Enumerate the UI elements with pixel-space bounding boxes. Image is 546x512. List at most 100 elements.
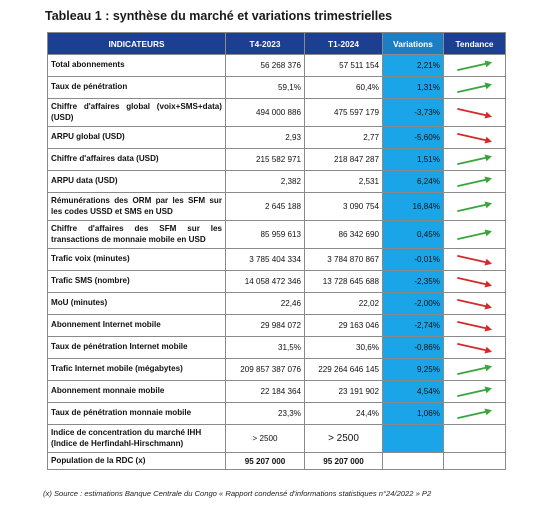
table-title: Tableau 1 : synthèse du marché et variat… <box>45 9 393 23</box>
trend-down-arrow-icon <box>456 132 492 143</box>
trend-down-arrow-icon <box>456 254 492 265</box>
indicator-label: Abonnement Internet mobile <box>47 314 226 337</box>
trend-up-arrow-icon <box>456 60 492 71</box>
table-row: Trafic SMS (nombre) 14 058 472 346 13 728 … <box>47 270 506 293</box>
indicator-label: Total abonnements <box>47 54 226 77</box>
t1-2024-value: 29 163 046 <box>304 314 383 337</box>
header-variations: Variations <box>382 32 444 55</box>
trend-up-arrow-icon <box>456 229 492 240</box>
table-row: Chiffre d'affaires data (USD) 215 582 971… <box>47 148 506 171</box>
t4-2023-value: 59,1% <box>225 76 305 99</box>
population-trend <box>443 452 506 470</box>
indicator-label: Trafic SMS (nombre) <box>47 270 226 293</box>
header-indicators: INDICATEURS <box>47 32 226 55</box>
ihh-variation <box>382 424 444 453</box>
trend-cell <box>443 292 506 315</box>
t4-2023-value: 29 984 072 <box>225 314 305 337</box>
t1-2024-value: 475 597 179 <box>304 98 383 127</box>
indicator-label: Trafic voix (minutes) <box>47 248 226 271</box>
indicator-label: Taux de pénétration Internet mobile <box>47 336 226 359</box>
t4-2023-value: 2,382 <box>225 170 305 193</box>
table-body: Total abonnements 56 268 376 57 511 154 2,2… <box>47 54 506 470</box>
population-variation <box>382 452 444 470</box>
t4-2023-value: 22 184 364 <box>225 380 305 403</box>
variation-value: 0,45% <box>382 220 444 249</box>
trend-up-arrow-icon <box>456 364 492 375</box>
trend-cell <box>443 402 506 425</box>
indicator-label: Rémunérations des ORM par les SFM sur le… <box>47 192 226 221</box>
table-row: Abonnement monnaie mobile 22 184 364 23 19… <box>47 380 506 403</box>
variation-value: -2,74% <box>382 314 444 337</box>
trend-cell <box>443 358 506 381</box>
trend-cell <box>443 336 506 359</box>
trend-down-arrow-icon <box>456 276 492 287</box>
indicator-label: Chiffre d'affaires data (USD) <box>47 148 226 171</box>
t1-2024-value: 24,4% <box>304 402 383 425</box>
header-tendance: Tendance <box>443 32 506 55</box>
trend-cell <box>443 270 506 293</box>
trend-cell <box>443 98 506 127</box>
population-t4: 95 207 000 <box>225 452 305 470</box>
header-t4-2023: T4-2023 <box>225 32 305 55</box>
t1-2024-value: 23 191 902 <box>304 380 383 403</box>
table-row-population: Population de la RDC (x) 95 207 000 95 2… <box>47 452 506 470</box>
t4-2023-value: 2,93 <box>225 126 305 149</box>
indicator-label: Taux de pénétration <box>47 76 226 99</box>
indicator-label: Abonnement monnaie mobile <box>47 380 226 403</box>
trend-up-arrow-icon <box>456 176 492 187</box>
table-header-row: INDICATEURS T4-2023 T1-2024 Variations T… <box>47 32 506 55</box>
t1-2024-value: 60,4% <box>304 76 383 99</box>
table-row: Abonnement Internet mobile 29 984 072 29 1… <box>47 314 506 337</box>
ihh-t4: > 2500 <box>225 424 305 453</box>
trend-down-arrow-icon <box>456 320 492 331</box>
t4-2023-value: 209 857 387 076 <box>225 358 305 381</box>
trend-down-arrow-icon <box>456 107 492 118</box>
table-row-ihh: Indice de concentration du marché IHH (I… <box>47 424 506 453</box>
indicator-label: Chiffre d'affaires des SFM sur les trans… <box>47 220 226 249</box>
variation-value: -3,73% <box>382 98 444 127</box>
variation-value: 6,24% <box>382 170 444 193</box>
source-note: (x) Source : estimations Banque Centrale… <box>43 489 432 498</box>
t4-2023-value: 31,5% <box>225 336 305 359</box>
t1-2024-value: 218 847 287 <box>304 148 383 171</box>
trend-cell <box>443 54 506 77</box>
variation-value: -2,00% <box>382 292 444 315</box>
table-row: Trafic voix (minutes) 3 785 404 334 3 784 … <box>47 248 506 271</box>
trend-cell <box>443 380 506 403</box>
trend-up-arrow-icon <box>456 386 492 397</box>
t4-2023-value: 2 645 188 <box>225 192 305 221</box>
population-t1: 95 207 000 <box>304 452 383 470</box>
table-row: MoU (minutes) 22,46 22,02 -2,00% <box>47 292 506 315</box>
trend-cell <box>443 170 506 193</box>
variation-value: -0,01% <box>382 248 444 271</box>
trend-cell <box>443 248 506 271</box>
t1-2024-value: 2,531 <box>304 170 383 193</box>
t4-2023-value: 23,3% <box>225 402 305 425</box>
trend-cell <box>443 148 506 171</box>
variation-value: -2,35% <box>382 270 444 293</box>
table-row: ARPU global (USD) 2,93 2,77 -5,60% <box>47 126 506 149</box>
t4-2023-value: 14 058 472 346 <box>225 270 305 293</box>
variation-value: 1,06% <box>382 402 444 425</box>
header-t1-2024: T1-2024 <box>304 32 383 55</box>
trend-cell <box>443 192 506 221</box>
t1-2024-value: 86 342 690 <box>304 220 383 249</box>
table-row: Taux de pénétration monnaie mobile 23,3% 2… <box>47 402 506 425</box>
variation-value: 4,54% <box>382 380 444 403</box>
trend-down-arrow-icon <box>456 342 492 353</box>
t1-2024-value: 229 264 646 145 <box>304 358 383 381</box>
trend-cell <box>443 126 506 149</box>
ihh-t1: > 2500 <box>304 424 383 453</box>
variation-value: 9,25% <box>382 358 444 381</box>
indicator-label: ARPU global (USD) <box>47 126 226 149</box>
variation-value: 16,84% <box>382 192 444 221</box>
t4-2023-value: 494 000 886 <box>225 98 305 127</box>
trend-down-arrow-icon <box>456 298 492 309</box>
table-row: Chiffre d'affaires des SFM sur les trans… <box>47 220 506 249</box>
table-row: ARPU data (USD) 2,382 2,531 6,24% <box>47 170 506 193</box>
variation-value: 2,21% <box>382 54 444 77</box>
variation-value: -0,86% <box>382 336 444 359</box>
variation-value: 1,51% <box>382 148 444 171</box>
t4-2023-value: 215 582 971 <box>225 148 305 171</box>
indicator-label: MoU (minutes) <box>47 292 226 315</box>
